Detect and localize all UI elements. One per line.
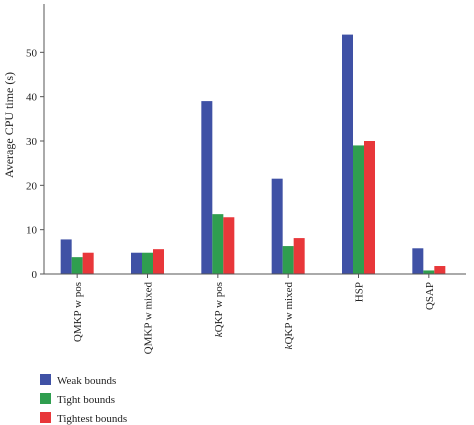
legend-swatch — [40, 412, 51, 423]
bars — [60, 34, 446, 274]
bar — [342, 34, 353, 274]
bar — [131, 252, 142, 274]
bar — [60, 239, 72, 274]
y-axis: 0 10 20 30 40 50 — [26, 4, 45, 281]
legend-swatch — [40, 393, 51, 404]
bar — [412, 248, 424, 274]
y-tick-label: 30 — [26, 136, 38, 148]
bar — [201, 101, 213, 274]
x-tick-label: QSAP — [424, 282, 436, 310]
x-tick-label: kQKP w mixed — [283, 282, 295, 350]
bar — [434, 266, 446, 274]
x-axis: QMKP w pos QMKP w mixed kQKP w pos kQKP w m… — [44, 273, 466, 355]
bar — [212, 214, 224, 274]
y-tick-label: 40 — [26, 92, 38, 104]
y-axis-title: Average CPU time (s) — [2, 72, 16, 178]
x-tick-label: QMKP w pos — [72, 282, 84, 342]
bar — [282, 246, 294, 274]
legend: Weak bounds Tight bounds Tightest bounds — [40, 374, 127, 425]
y-tick-label: 10 — [26, 225, 38, 237]
legend-label: Weak bounds — [57, 375, 116, 387]
legend-swatch — [40, 374, 51, 385]
x-tick-label: HSP — [354, 282, 366, 302]
legend-label: Tightest bounds — [57, 413, 127, 425]
legend-label: Tight bounds — [57, 394, 115, 406]
y-tick-label: 50 — [26, 47, 38, 59]
bar — [82, 252, 94, 274]
y-tick-label: 20 — [26, 180, 38, 192]
bar — [293, 238, 305, 274]
bar — [423, 270, 435, 274]
bar — [71, 257, 83, 274]
bar — [223, 217, 235, 274]
x-tick-label: kQKP w pos — [213, 282, 225, 337]
bar — [353, 145, 364, 274]
bar — [364, 141, 375, 274]
bar — [153, 249, 164, 274]
bar — [142, 252, 153, 274]
bar — [271, 178, 283, 274]
x-tick-label: QMKP w mixed — [143, 282, 155, 355]
y-tick-label: 0 — [32, 269, 38, 281]
